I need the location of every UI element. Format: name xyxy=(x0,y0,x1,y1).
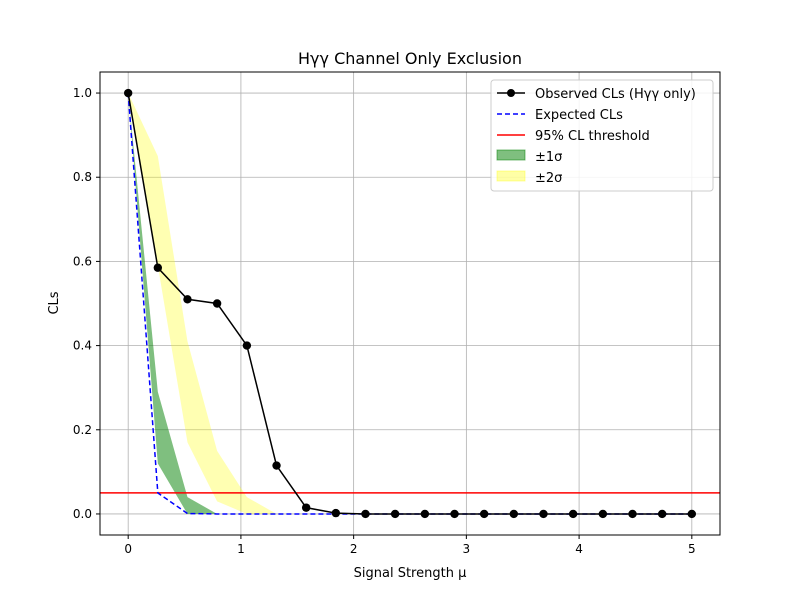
observed-point xyxy=(509,509,519,519)
observed-point xyxy=(153,263,163,272)
legend-2sigma-label: ±2σ xyxy=(535,171,562,186)
y-tick-label: 1.0 xyxy=(73,86,92,100)
plot-frame xyxy=(99,71,721,536)
axis-ticks: 0 1 2 3 4 5 0.0 0.2 0.4 0.6 0.8 1.0 xyxy=(73,86,696,556)
legend-1sigma-swatch xyxy=(496,149,526,161)
y-tick-label: 0.6 xyxy=(73,254,92,268)
legend-expected-label: Expected CLs xyxy=(535,108,623,123)
observed-points xyxy=(123,88,697,519)
x-tick-label: 2 xyxy=(350,542,358,556)
observed-point xyxy=(657,509,667,519)
observed-point xyxy=(361,509,370,519)
observed-point xyxy=(183,295,192,304)
observed-point xyxy=(450,509,459,519)
observed-point xyxy=(242,341,252,350)
x-axis-label: Signal Strength μ xyxy=(354,566,467,581)
y-axis-label: CLs xyxy=(47,291,62,314)
observed-point xyxy=(272,461,281,470)
observed-point xyxy=(479,509,489,519)
chart-title: Hγγ Channel Only Exclusion xyxy=(298,49,522,68)
legend-threshold-label: 95% CL threshold xyxy=(535,129,650,144)
observed-point xyxy=(598,509,608,519)
y-tick-label: 0.0 xyxy=(73,507,92,521)
observed-line xyxy=(127,92,692,515)
observed-point xyxy=(687,509,697,519)
x-tick-label: 0 xyxy=(124,542,132,556)
observed-point xyxy=(390,509,400,519)
x-tick-label: 3 xyxy=(463,542,471,556)
x-tick-label: 4 xyxy=(575,542,583,556)
legend: Observed CLs (Hγγ only) Expected CLs 95%… xyxy=(490,79,714,192)
observed-point xyxy=(301,503,311,512)
y-tick-label: 0.4 xyxy=(73,339,92,353)
legend-1sigma-label: ±1σ xyxy=(535,150,562,165)
observed-point xyxy=(539,509,548,519)
observed-point xyxy=(123,88,133,98)
x-tick-label: 1 xyxy=(237,542,245,556)
legend-observed-label: Observed CLs (Hγγ only) xyxy=(535,87,696,102)
observed-point xyxy=(568,509,578,519)
series-lines xyxy=(100,92,720,515)
observed-point xyxy=(420,509,430,519)
y-tick-label: 0.2 xyxy=(73,423,92,437)
observed-point xyxy=(628,509,637,519)
y-tick-label: 0.8 xyxy=(73,170,92,184)
observed-point xyxy=(331,508,341,518)
x-tick-label: 5 xyxy=(688,542,696,556)
legend-observed-marker xyxy=(507,89,515,97)
legend-box xyxy=(490,79,714,192)
legend-2sigma-swatch xyxy=(496,170,526,182)
observed-point xyxy=(212,299,222,308)
